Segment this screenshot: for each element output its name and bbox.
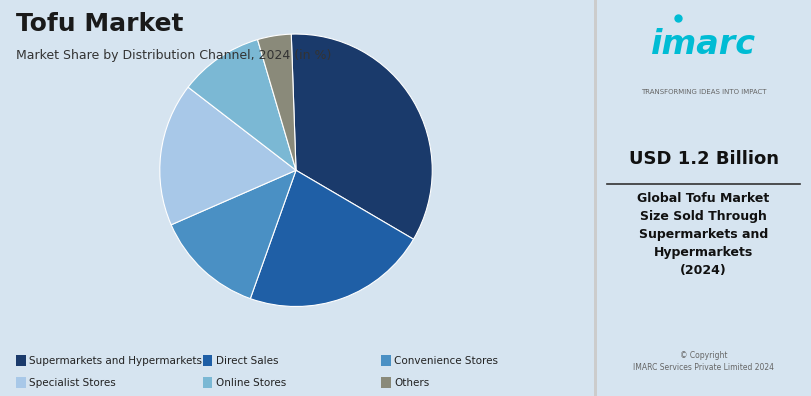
Wedge shape [160, 87, 296, 225]
Text: imarc: imarc [651, 28, 756, 61]
Text: © Copyright
IMARC Services Private Limited 2024: © Copyright IMARC Services Private Limit… [633, 351, 774, 372]
Wedge shape [251, 170, 414, 307]
Wedge shape [188, 40, 296, 170]
Text: Specialist Stores: Specialist Stores [29, 377, 116, 388]
Text: Global Tofu Market
Size Sold Through
Supermarkets and
Hypermarkets
(2024): Global Tofu Market Size Sold Through Sup… [637, 192, 770, 277]
Text: Tofu Market: Tofu Market [16, 12, 184, 36]
Wedge shape [171, 170, 296, 299]
Wedge shape [291, 34, 432, 239]
Text: Supermarkets and Hypermarkets: Supermarkets and Hypermarkets [29, 356, 202, 366]
Text: Others: Others [394, 377, 429, 388]
Text: Online Stores: Online Stores [216, 377, 286, 388]
Text: Direct Sales: Direct Sales [216, 356, 278, 366]
Wedge shape [258, 34, 296, 170]
Text: Convenience Stores: Convenience Stores [394, 356, 498, 366]
Text: TRANSFORMING IDEAS INTO IMPACT: TRANSFORMING IDEAS INTO IMPACT [641, 89, 766, 95]
Text: Market Share by Distribution Channel, 2024 (in %): Market Share by Distribution Channel, 20… [16, 50, 332, 63]
Text: USD 1.2 Billion: USD 1.2 Billion [629, 150, 779, 168]
